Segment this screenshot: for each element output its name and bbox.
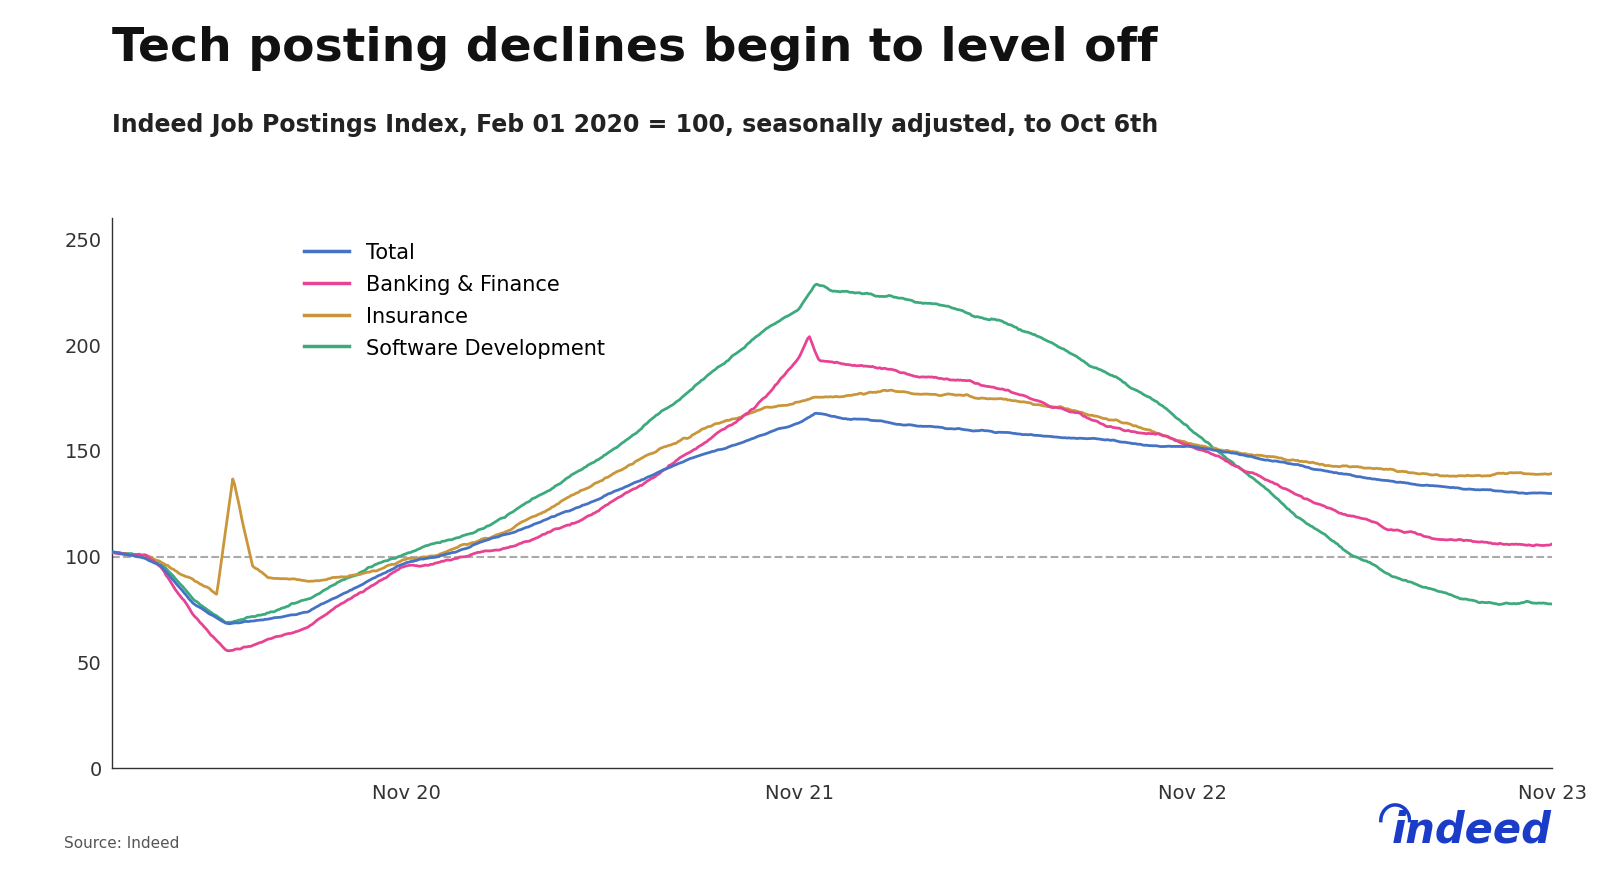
Text: indeed: indeed [1392, 809, 1552, 851]
Text: Indeed Job Postings Index, Feb 01 2020 = 100, seasonally adjusted, to Oct 6th: Indeed Job Postings Index, Feb 01 2020 =… [112, 113, 1158, 137]
Legend: Total, Banking & Finance, Insurance, Software Development: Total, Banking & Finance, Insurance, Sof… [296, 234, 613, 367]
Text: Source: Indeed: Source: Indeed [64, 836, 179, 851]
Text: Tech posting declines begin to level off: Tech posting declines begin to level off [112, 26, 1157, 72]
